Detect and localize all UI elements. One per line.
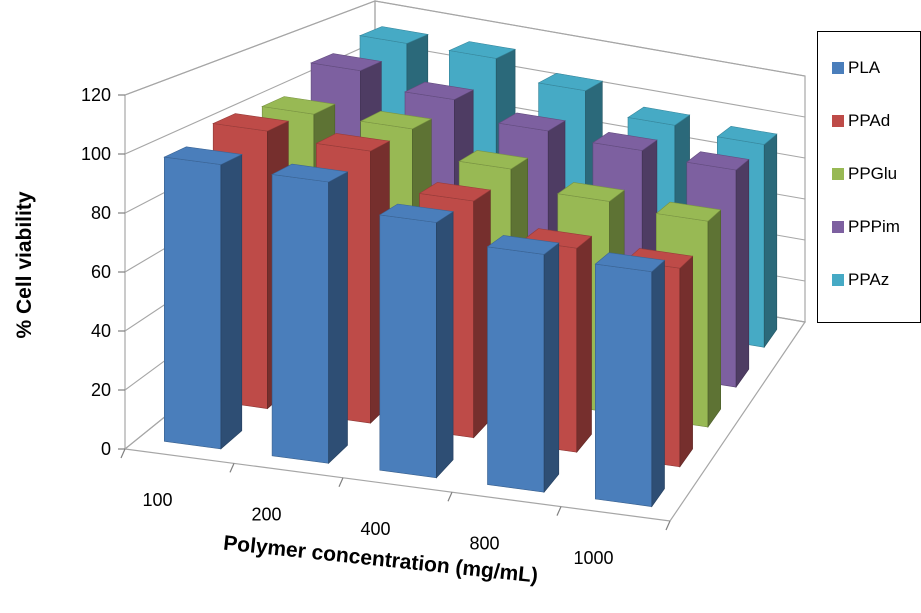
bar-top-face (627, 106, 691, 126)
y-tick-label: 20 (91, 380, 111, 400)
x-tick-mark (556, 506, 562, 516)
bar-top-face (359, 110, 433, 130)
legend-item-pppim: PPPim (832, 217, 900, 237)
bar-top-face (716, 125, 778, 145)
bar-side-face (679, 255, 693, 468)
bar-top-face (310, 53, 383, 72)
legend-swatch (832, 115, 844, 127)
x-tick-label: 800 (469, 533, 499, 553)
legend-item-pla: PLA (832, 58, 880, 78)
x-tick-mark (447, 491, 453, 502)
x-tick-label: 100 (142, 490, 172, 510)
bar-PLA-800 (486, 235, 560, 494)
legend-label: PLA (848, 58, 881, 77)
bar-front-face (271, 174, 329, 464)
bar-top-face (212, 113, 290, 132)
bar-side-face (436, 211, 454, 479)
bar-side-face (735, 158, 750, 389)
legend-label: PPAz (848, 270, 890, 289)
gridline (124, 0, 806, 96)
bar-front-face (379, 214, 437, 479)
legend-item-ppglu: PPGlu (832, 164, 897, 184)
bar-top-face (315, 133, 391, 152)
y-tick-label: 100 (81, 144, 111, 164)
bar-top-face (448, 41, 517, 59)
bar-front-face (164, 156, 222, 450)
bar-top-face (378, 203, 454, 223)
bar-PLA-400 (378, 203, 454, 479)
y-tick-label: 60 (91, 262, 111, 282)
legend-label: PPGlu (848, 164, 898, 183)
bar-top-face (594, 252, 666, 273)
bar-front-face (594, 263, 653, 507)
legend-item-ppad: PPAd (832, 111, 890, 131)
bar-side-face (763, 133, 778, 349)
bar-top-face (537, 72, 604, 92)
bar-side-face (651, 259, 665, 508)
y-tick-label: 120 (81, 85, 111, 105)
bar-PLA-1000 (594, 252, 666, 508)
legend-swatch (832, 221, 844, 233)
bar-front-face (487, 246, 545, 493)
bar-PLA-100 (163, 146, 243, 450)
bar-top-face (358, 26, 429, 44)
bar-top-face (686, 151, 750, 171)
bar-side-face (328, 171, 348, 465)
chart-bars (163, 26, 778, 508)
bar-top-face (271, 163, 349, 183)
y-axis-title: % Cell viability (13, 191, 36, 338)
bar-top-face (557, 182, 625, 202)
x-tick-mark (338, 477, 344, 488)
legend-swatch (832, 168, 844, 180)
x-tick-label: 400 (360, 519, 390, 539)
legend-swatch (832, 62, 844, 74)
bar-top-face (498, 112, 566, 132)
bar-top-face (163, 146, 243, 165)
bar-top-face (404, 81, 475, 100)
legend-label: PPPim (848, 217, 900, 236)
chart-ticks: 0 20 40 60 80 100 120 100 200 400 800 1000 (81, 85, 671, 568)
legend-swatch (832, 274, 844, 286)
legend-label: PPAd (848, 111, 891, 130)
bar-side-face (707, 209, 722, 428)
x-tick-mark (120, 448, 126, 459)
bar-top-face (592, 131, 658, 151)
bar-top-face (486, 235, 560, 255)
legend-item-ppaz: PPAz (832, 270, 889, 290)
bar-side-face (220, 153, 243, 450)
bar-top-face (418, 182, 492, 202)
y-tick-label: 40 (91, 321, 111, 341)
x-tick-mark (229, 463, 235, 473)
x-tick-label: 1000 (573, 548, 613, 568)
x-tick-mark (665, 520, 671, 531)
bar-top-face (458, 150, 529, 170)
x-tick-label: 200 (251, 505, 281, 525)
bar-side-face (543, 242, 560, 494)
bar-top-face (655, 201, 722, 222)
bar-PLA-200 (271, 163, 349, 465)
y-tick-label: 80 (91, 203, 111, 223)
y-tick-label: 0 (101, 439, 111, 459)
bar-top-face (261, 96, 336, 115)
bar-side-face (576, 235, 592, 454)
chart-legend: PLA PPAd PPGlu PPPim PPAz (817, 31, 921, 323)
